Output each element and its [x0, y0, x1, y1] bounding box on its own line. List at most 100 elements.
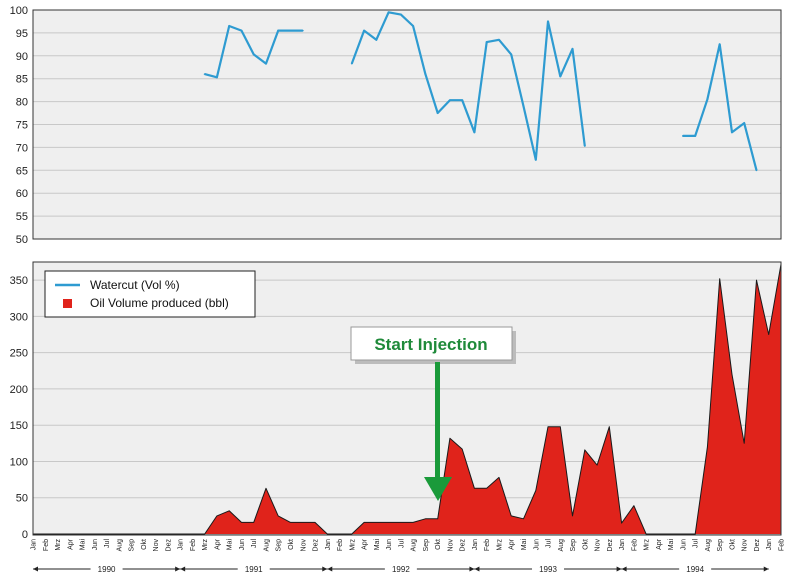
- x-tick-label: Nov: [447, 539, 454, 552]
- x-axis-year-labels: 1990 1991 1992 1993 1994: [33, 565, 769, 574]
- top-y-tick-label: 60: [16, 188, 28, 200]
- x-tick-label: Jan: [472, 539, 479, 550]
- year-span-arrow: [621, 566, 627, 572]
- x-tick-label: Jun: [533, 539, 540, 550]
- top-y-tick-label: 75: [16, 120, 28, 132]
- x-tick-label: Jul: [104, 539, 111, 548]
- x-tick-label: Aug: [705, 539, 712, 552]
- top-y-tick-label: 70: [16, 142, 28, 154]
- annotation-box: [350, 326, 513, 361]
- x-tick-label: Mai: [227, 539, 234, 551]
- x-tick-label: Sep: [570, 539, 577, 552]
- x-tick-label: Dez: [165, 539, 172, 552]
- x-tick-label: Nov: [742, 539, 749, 552]
- year-span-arrow: [763, 566, 769, 572]
- year-span-arrow: [33, 566, 38, 572]
- x-tick-label: Dez: [754, 539, 761, 552]
- year-label: 1990: [98, 565, 116, 574]
- bottom-y-tick-label: 250: [10, 348, 28, 360]
- bottom-y-tick-label: 0: [22, 529, 28, 541]
- top-y-tick-label: 80: [16, 97, 28, 109]
- x-tick-label: Feb: [43, 539, 50, 551]
- bottom-plot-border: [32, 261, 782, 536]
- x-tick-label: Apr: [509, 538, 516, 550]
- x-tick-label: Nov: [153, 539, 160, 552]
- x-tick-label: Apr: [214, 538, 221, 550]
- x-tick-label: Sep: [129, 539, 136, 552]
- x-tick-label: Jul: [251, 539, 258, 548]
- watercut-line-segment: [350, 11, 586, 161]
- x-tick-label: Sep: [276, 539, 283, 552]
- year-span-arrow: [327, 566, 333, 572]
- x-tick-label: Okt: [288, 539, 295, 550]
- x-tick-label: Mrz: [202, 539, 209, 551]
- x-tick-label: Mai: [521, 539, 528, 551]
- bottom-y-tick-label: 200: [10, 384, 28, 396]
- x-tick-label: Mai: [374, 539, 381, 551]
- x-tick-label: Mai: [668, 539, 675, 551]
- x-tick-label: Nov: [595, 539, 602, 552]
- x-tick-label: Sep: [423, 539, 430, 552]
- x-tick-label: Aug: [264, 539, 271, 552]
- x-tick-label: Jun: [92, 539, 99, 550]
- x-tick-label: Mai: [80, 539, 87, 551]
- x-tick-label: Jun: [239, 539, 246, 550]
- top-y-tick-label: 85: [16, 74, 28, 86]
- x-tick-label: Jan: [31, 539, 38, 550]
- x-tick-label: Jan: [325, 539, 332, 550]
- year-span-arrow: [616, 566, 622, 572]
- x-tick-label: Apr: [656, 538, 663, 550]
- x-tick-label: Okt: [730, 539, 737, 550]
- top-y-tick-label: 90: [16, 51, 28, 63]
- year-label: 1992: [392, 565, 410, 574]
- x-tick-label: Feb: [779, 539, 786, 551]
- x-tick-label: Okt: [435, 539, 442, 550]
- x-tick-label: Apr: [362, 538, 369, 550]
- x-tick-label: Mrz: [55, 539, 62, 551]
- legend-oil-swatch: [63, 299, 72, 308]
- bottom-y-tick-label: 100: [10, 456, 28, 468]
- year-label: 1993: [539, 565, 557, 574]
- annotation-arrow-shaft: [435, 362, 440, 478]
- year-span-arrow: [175, 566, 181, 572]
- x-tick-label: Aug: [558, 539, 565, 552]
- oil-volume-series: [33, 264, 782, 535]
- x-tick-label: Jun: [386, 539, 393, 550]
- x-tick-label: Aug: [116, 539, 123, 552]
- x-tick-label: Feb: [190, 539, 197, 551]
- x-tick-label: Mrz: [644, 539, 651, 551]
- x-tick-label: Jul: [693, 539, 700, 548]
- x-tick-label: Nov: [300, 539, 307, 552]
- start-injection-annotation: Start Injection: [350, 326, 516, 501]
- top-panel: 50 55 60 65 70 75 80 85 90 95 100: [10, 5, 782, 246]
- watercut-series: [203, 11, 758, 172]
- bottom-y-tick-labels: 0 50 100 150 200 250 300 350: [10, 275, 28, 541]
- x-tick-label: Jan: [766, 539, 773, 550]
- x-tick-label: Apr: [67, 538, 74, 550]
- x-tick-label: Jul: [546, 539, 553, 548]
- year-span-arrow: [180, 566, 186, 572]
- top-y-tick-labels: 50 55 60 65 70 75 80 85 90 95 100: [10, 5, 28, 246]
- top-y-tick-label: 95: [16, 28, 28, 40]
- top-plot-border: [32, 9, 782, 240]
- year-span-arrow: [469, 566, 475, 572]
- x-tick-label: Jan: [178, 539, 185, 550]
- x-tick-label: Jun: [680, 539, 687, 550]
- year-span-arrow: [322, 566, 328, 572]
- x-tick-label: Dez: [313, 539, 320, 552]
- x-tick-label: Feb: [337, 539, 344, 551]
- year-label: 1991: [245, 565, 263, 574]
- x-tick-label: Sep: [717, 539, 724, 552]
- x-tick-label: Aug: [411, 539, 418, 552]
- annotation-label: Start Injection: [374, 335, 487, 354]
- year-span-arrow: [474, 566, 480, 572]
- annotation-arrow-head: [424, 477, 452, 501]
- bottom-y-tick-label: 50: [16, 493, 28, 505]
- watercut-line-segment: [682, 43, 758, 171]
- bottom-y-tick-label: 300: [10, 311, 28, 323]
- x-tick-label: Mrz: [349, 539, 356, 551]
- oil-volume-outline: [33, 264, 782, 535]
- x-tick-label: Okt: [141, 539, 148, 550]
- x-tick-label: Okt: [582, 539, 589, 550]
- legend-box: [44, 270, 256, 318]
